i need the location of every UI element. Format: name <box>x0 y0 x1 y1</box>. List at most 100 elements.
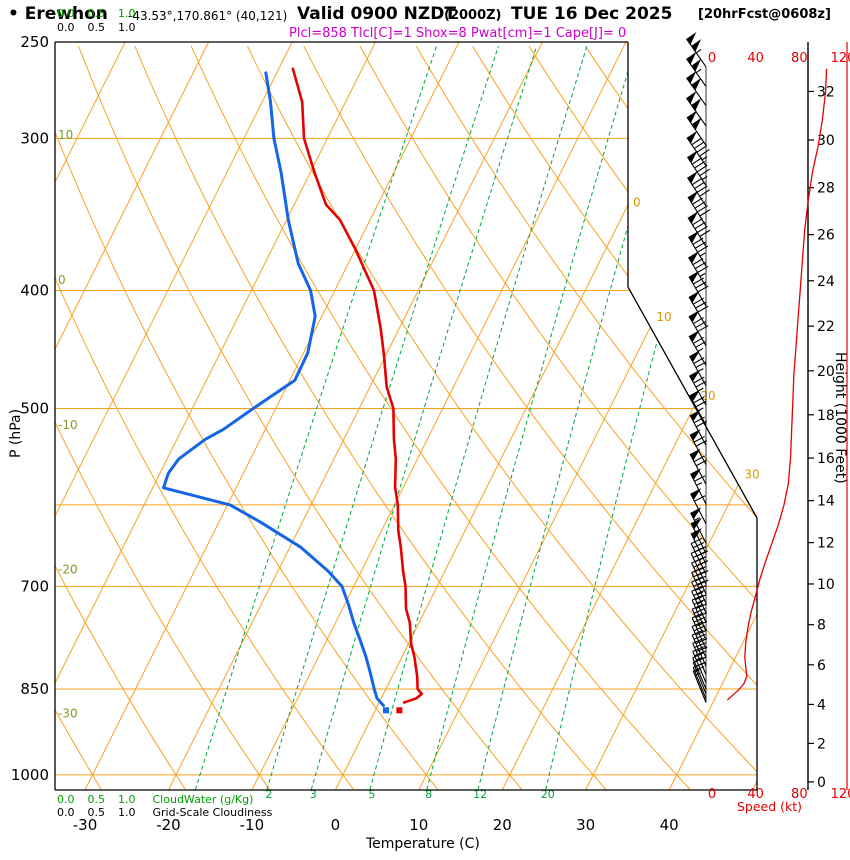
cloudwater-scale-bottom: 0.0 0.5 1.0 CloudWater (g/Kg) <box>57 793 253 806</box>
cloudiness-scale-top: 0.0 0.5 1.0 <box>57 21 149 34</box>
dry-adiabat-line <box>55 46 355 790</box>
isotherm-line <box>55 42 126 790</box>
barb-half-feather <box>697 591 704 596</box>
barb-feather <box>694 495 706 502</box>
barb-half-feather <box>694 517 701 521</box>
barb-feather <box>693 662 705 668</box>
adiabat-label: 10 <box>58 128 73 142</box>
barb-staff <box>686 97 707 127</box>
height-tick-label: 18 <box>817 408 835 424</box>
wind-barb <box>689 409 708 446</box>
barb-staff <box>692 670 707 703</box>
barb-feather <box>697 245 709 253</box>
cloudwater-label: CloudWater (g/Kg) <box>152 793 254 806</box>
scale-value: 0.5 <box>87 793 106 806</box>
mixing-ratio-label: 20 <box>541 788 555 801</box>
temp-tick-label: -10 <box>240 816 265 834</box>
barb-pennant <box>690 507 702 520</box>
speed-axis-title: Speed (kt) <box>737 799 803 814</box>
barb-feather <box>697 265 709 274</box>
barb-feather <box>691 157 703 165</box>
mixing-ratio-label: 3 <box>310 788 317 801</box>
barb-feather <box>695 361 707 368</box>
barb-feather <box>694 241 706 249</box>
height-tick-label: 0 <box>817 775 826 791</box>
isotherm-line <box>168 42 543 790</box>
surface-temperature-marker <box>396 707 403 714</box>
wind-barb <box>686 70 707 106</box>
speed-tick-label-bottom: 0 <box>708 787 716 802</box>
barb-staff <box>692 662 707 695</box>
wind-barb <box>689 428 708 465</box>
barb-pennant <box>689 310 700 323</box>
barb-pennant <box>691 517 702 530</box>
wind-barb <box>686 91 707 127</box>
barb-pennant <box>686 51 697 65</box>
barb-pennant <box>689 350 701 363</box>
wind-barb <box>690 507 707 544</box>
barb-staff <box>688 335 707 366</box>
barb-feather <box>693 396 705 404</box>
temperature-curve <box>291 67 424 704</box>
barb-staff <box>689 414 707 446</box>
barb-feather <box>694 201 706 209</box>
barb-feather <box>693 580 705 587</box>
wind-barb <box>687 190 711 227</box>
barb-pennant <box>690 409 701 422</box>
barb-pennant <box>689 290 700 303</box>
barb-feather <box>697 579 709 586</box>
barb-staff <box>689 453 707 485</box>
height-tick-label: 12 <box>817 536 835 552</box>
wind-barb <box>690 528 707 565</box>
barb-feather <box>695 594 707 601</box>
speed-profile-curve <box>726 68 828 701</box>
mixing-ratio-label: 8 <box>425 788 432 801</box>
barb-pennant <box>686 70 697 84</box>
barb-pennant <box>691 528 702 540</box>
wind-barbs <box>686 32 711 703</box>
barb-pennant <box>689 330 700 343</box>
barb-pennant <box>687 171 698 184</box>
barb-feather <box>692 336 704 344</box>
barb-feather <box>692 317 704 325</box>
barb-pennant <box>690 468 702 480</box>
barb-feather <box>695 584 707 591</box>
mixing-ratio-label: 12 <box>473 788 487 801</box>
barb-staff <box>689 355 707 387</box>
isotherm-line <box>55 42 376 790</box>
temp-tick-label: 40 <box>660 816 679 834</box>
height-tick-label: 20 <box>817 364 835 380</box>
barb-feather <box>691 594 704 601</box>
dry-adiabat-line <box>190 45 691 790</box>
station-name: • Erewhon <box>8 4 108 24</box>
isotherm-line <box>668 42 757 790</box>
mixing-ratio-line <box>426 46 636 790</box>
wind-barb <box>691 585 707 623</box>
barb-pennant <box>688 230 699 244</box>
mixing-ratio-label: 5 <box>368 788 375 801</box>
dry-adiabat-line <box>472 45 757 790</box>
barb-pennant <box>686 110 697 124</box>
wind-barb <box>690 468 707 505</box>
barb-feather <box>693 633 706 640</box>
barb-feather <box>693 665 705 672</box>
speed-tick-label-top: 40 <box>747 51 764 66</box>
dry-adiabat-line <box>55 46 270 790</box>
barb-pennant <box>687 150 698 163</box>
barb-staff <box>688 315 707 346</box>
valid-zulu-time: (2000Z) <box>444 8 502 23</box>
isotherm-line <box>55 42 293 790</box>
wind-barb <box>688 230 709 267</box>
barb-feather <box>697 325 709 333</box>
wind-barb <box>688 330 707 366</box>
barb-half-feather <box>699 252 706 257</box>
barb-feather <box>695 340 707 348</box>
speed-tick-label-top: 120 <box>831 51 850 66</box>
barb-feather <box>692 237 704 245</box>
barb-feather <box>692 258 704 266</box>
dry-adiabat-line <box>55 46 186 790</box>
barb-half-feather <box>694 672 701 676</box>
barb-feather <box>695 459 708 467</box>
scale-value: 1.0 <box>118 21 136 34</box>
stability-indices: Plcl=858 Tlcl[C]=1 Shox=8 Pwat[cm]=1 Cap… <box>289 26 627 41</box>
